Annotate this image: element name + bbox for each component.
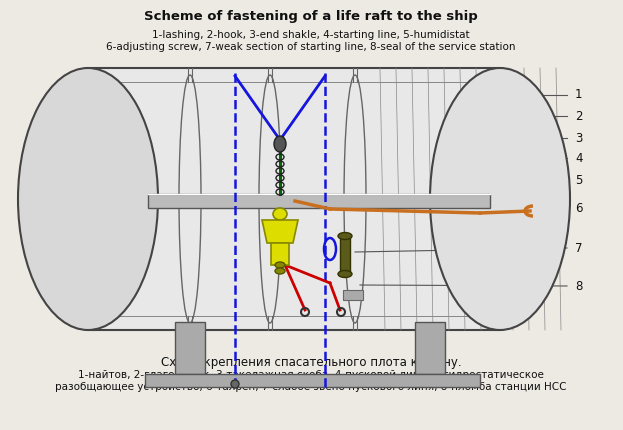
Bar — [145, 374, 480, 387]
Text: 1-найтов, 2-глаголь-гак, 3-такелажная скоба, 4-пусковой линь, 5-гидростатическое: 1-найтов, 2-глаголь-гак, 3-такелажная ск… — [78, 370, 544, 380]
Bar — [148, 194, 490, 208]
Text: 7: 7 — [575, 242, 583, 255]
Text: 6-adjusting screw, 7-weak section of starting line, 8-seal of the service statio: 6-adjusting screw, 7-weak section of sta… — [107, 42, 516, 52]
Polygon shape — [88, 68, 500, 330]
Text: 3: 3 — [575, 132, 583, 144]
Text: 5: 5 — [575, 173, 583, 187]
Text: 8: 8 — [575, 280, 583, 292]
Text: разобщающее устройство, 6-талреп, 7-слабое звено пускового линя, 8-пломба станци: разобщающее устройство, 6-талреп, 7-слаб… — [55, 382, 567, 392]
Circle shape — [231, 380, 239, 388]
Bar — [175, 322, 205, 374]
Bar — [415, 322, 445, 374]
Ellipse shape — [338, 270, 352, 277]
Ellipse shape — [273, 208, 287, 220]
Bar — [343, 290, 363, 300]
Bar — [340, 236, 350, 274]
Ellipse shape — [338, 233, 352, 240]
Ellipse shape — [275, 262, 285, 268]
Ellipse shape — [274, 136, 286, 152]
Polygon shape — [262, 220, 298, 243]
Ellipse shape — [18, 68, 158, 330]
Ellipse shape — [430, 68, 570, 330]
Text: 1-lashing, 2-hook, 3-end shakle, 4-starting line, 5-humidistat: 1-lashing, 2-hook, 3-end shakle, 4-start… — [152, 30, 470, 40]
Text: 6: 6 — [575, 202, 583, 215]
Ellipse shape — [275, 268, 285, 274]
Bar — [271, 243, 289, 265]
Text: Схема крепления спасательного плота к судну.: Схема крепления спасательного плота к су… — [161, 356, 461, 369]
Text: Scheme of fastening of a life raft to the ship: Scheme of fastening of a life raft to th… — [144, 10, 478, 23]
Text: 4: 4 — [575, 151, 583, 165]
Text: 2: 2 — [575, 110, 583, 123]
Text: 1: 1 — [575, 89, 583, 101]
